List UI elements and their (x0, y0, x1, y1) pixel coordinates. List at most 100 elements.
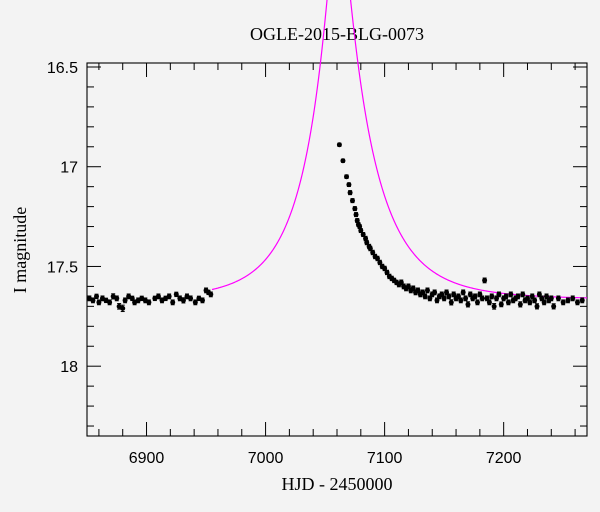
x-tick-label: 6900 (129, 450, 165, 467)
data-point (565, 297, 571, 304)
data-point-marker (555, 295, 561, 301)
y-tick-label: 18 (60, 359, 78, 376)
data-point (463, 295, 469, 302)
y-axis-label: I magnitude (10, 207, 30, 293)
data-point-marker (344, 174, 350, 180)
data-point-marker (565, 297, 571, 303)
data-point (340, 158, 346, 164)
data-point (465, 301, 471, 308)
data-point (422, 293, 428, 300)
data-point-marker (534, 303, 540, 309)
data-point (489, 293, 495, 300)
data-point-marker (377, 259, 383, 265)
data-point (196, 295, 202, 302)
data-point (460, 289, 466, 296)
data-point-marker (465, 301, 471, 307)
data-point-marker (541, 299, 547, 305)
data-point-marker (336, 142, 342, 148)
data-point (496, 291, 502, 298)
data-point-marker (192, 299, 198, 305)
data-point (166, 293, 172, 300)
data-point-marker (188, 295, 194, 301)
plot-frame (86, 62, 588, 437)
y-tick-label: 17.5 (47, 259, 78, 276)
data-point-marker (166, 293, 172, 299)
data-point-marker (479, 295, 485, 301)
data-point (349, 198, 355, 204)
data-point (173, 291, 179, 298)
data-points (86, 142, 585, 313)
data-point-marker (551, 303, 557, 309)
y-tick-label: 17 (60, 160, 78, 177)
axis-ticks (87, 63, 587, 436)
data-point (505, 299, 511, 306)
data-point (96, 299, 102, 306)
data-point-marker (515, 293, 521, 299)
data-point-marker (180, 297, 186, 303)
axis-tick-labels: 6900 7000 7100 7200 16.5 17 17.5 18 (47, 60, 522, 467)
data-point-marker (114, 295, 120, 301)
data-point-marker (382, 265, 388, 271)
data-point-marker (354, 218, 360, 224)
data-point-marker (574, 299, 580, 305)
data-point (491, 303, 497, 310)
data-point-marker (463, 295, 469, 301)
data-point-marker (508, 291, 514, 297)
data-point (199, 297, 205, 304)
data-point-marker (517, 301, 523, 307)
data-point-marker (548, 295, 554, 301)
data-point-marker (107, 299, 113, 305)
data-point-marker (122, 297, 128, 303)
data-point-marker (364, 240, 370, 246)
data-point-marker (424, 287, 430, 293)
data-point (192, 299, 198, 306)
data-point-marker (352, 206, 358, 212)
data-point (560, 299, 566, 306)
data-point (551, 303, 557, 310)
data-point (515, 293, 521, 300)
data-point (363, 235, 369, 242)
data-point-marker (349, 198, 355, 204)
data-point (180, 297, 186, 304)
data-point-marker (570, 295, 576, 301)
data-point (120, 304, 126, 313)
data-point (570, 295, 576, 302)
data-point-marker (358, 228, 364, 234)
data-point (520, 291, 526, 298)
data-point (503, 293, 509, 300)
data-point (146, 299, 152, 306)
data-point (579, 297, 585, 304)
data-point (458, 297, 464, 304)
data-point (474, 299, 480, 306)
data-point-marker (448, 299, 454, 305)
data-point (344, 174, 350, 180)
data-point (548, 295, 554, 302)
data-point (122, 297, 128, 304)
data-point-marker (505, 299, 511, 305)
model-curve (211, 0, 588, 299)
data-point-marker (357, 224, 363, 230)
x-tick-label: 7100 (367, 450, 403, 467)
data-point-marker (367, 246, 373, 252)
data-point-marker (155, 293, 161, 299)
data-point (358, 228, 364, 234)
data-point-marker (208, 291, 214, 297)
data-point (352, 206, 358, 212)
data-point-marker (472, 293, 478, 299)
x-tick-label: 7000 (248, 450, 284, 467)
data-point-marker (446, 293, 452, 299)
data-point (424, 287, 430, 294)
data-point (555, 295, 561, 302)
data-point-marker (458, 297, 464, 303)
data-point-marker (432, 289, 438, 295)
data-point-marker (346, 182, 352, 188)
data-point-marker (360, 232, 366, 238)
data-point-marker (520, 291, 526, 297)
data-point-marker (120, 305, 126, 311)
data-point-marker (491, 303, 497, 309)
data-point (498, 301, 504, 308)
data-point-marker (560, 299, 566, 305)
data-point (367, 245, 373, 252)
x-tick-label: 7200 (486, 450, 522, 467)
